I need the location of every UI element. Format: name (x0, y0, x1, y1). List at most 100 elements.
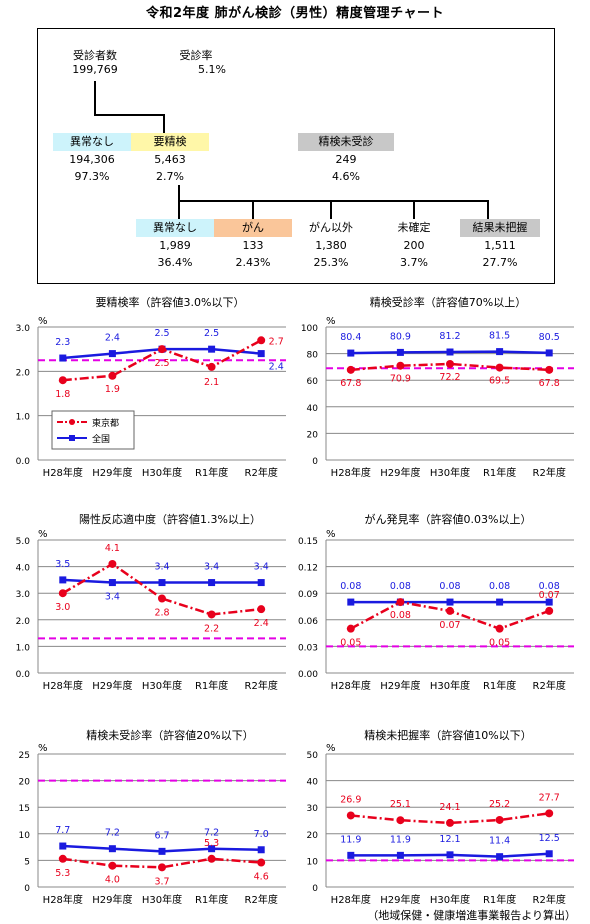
tokyo-data-label: 72.2 (439, 372, 460, 383)
tokyo-data-label: 2.5 (154, 358, 169, 369)
connector (487, 200, 489, 219)
y-tick-label: 1.0 (16, 643, 31, 653)
connector (178, 200, 488, 202)
x-tick-label: R2年度 (533, 893, 566, 906)
tokyo-data-label: 4.6 (254, 872, 269, 883)
y-tick-label: 0 (24, 884, 30, 894)
y-tick-label: 80 (307, 351, 319, 361)
noncancer-values: 1,380 25.3% (292, 239, 370, 270)
national-data-label: 3.4 (154, 562, 169, 573)
tokyo-marker (545, 606, 554, 615)
national-data-label: 80.4 (340, 332, 361, 343)
national-data-label: 0.08 (340, 581, 361, 592)
x-tick-label: H28年度 (331, 893, 371, 906)
tokyo-marker (495, 363, 504, 372)
national-marker (446, 348, 454, 356)
tokyo-marker (446, 606, 454, 615)
national-marker (208, 845, 216, 853)
national-marker (208, 345, 216, 353)
y-tick-label: 100 (301, 324, 318, 334)
tokyo-marker (207, 362, 216, 371)
tokyo-data-label: 5.3 (55, 868, 70, 879)
national-marker (347, 598, 355, 606)
national-data-label: 3.4 (254, 562, 269, 573)
tokyo-marker (58, 376, 67, 385)
x-tick-label: R2年度 (245, 893, 278, 906)
tokyo-marker (396, 361, 405, 370)
national-marker (108, 350, 116, 358)
national-marker (158, 579, 166, 587)
x-tick-label: H30年度 (142, 893, 182, 906)
national-marker (257, 846, 265, 854)
connector (252, 200, 254, 219)
y-tick-label: 0.09 (298, 590, 318, 600)
x-tick-label: R1年度 (483, 893, 516, 906)
cancer-values: 133 2.43% (214, 239, 292, 270)
cancer-value: 133 (242, 239, 264, 252)
needs-value: 5,463 (154, 153, 186, 166)
y-tick-label: 0.12 (298, 564, 318, 574)
source-note: （地域保健・健康増進事業報告より算出） (367, 909, 576, 922)
undetermined-value: 200 (403, 239, 425, 252)
tokyo-data-label: 70.9 (390, 374, 411, 385)
national-data-label: 11.9 (390, 834, 411, 845)
x-tick-label: R2年度 (533, 466, 566, 479)
x-tick-label: H28年度 (331, 679, 371, 692)
chart-title: 精検未受診率（許容値20%以下） (86, 729, 254, 742)
x-tick-label: H30年度 (430, 893, 470, 906)
normal1-value: 194,306 (69, 153, 115, 166)
y-tick-label: 0.03 (298, 643, 318, 653)
y-tick-label: 0.0 (16, 670, 31, 680)
tokyo-marker (158, 594, 166, 603)
tokyo-marker (158, 863, 166, 872)
national-marker (108, 845, 116, 853)
tokyo-marker (495, 624, 504, 633)
x-tick-label: H29年度 (92, 466, 132, 479)
x-tick-label: H29年度 (92, 893, 132, 906)
national-data-label: 7.2 (204, 828, 219, 839)
x-tick-label: H30年度 (430, 679, 470, 692)
normal1-values: 194,306 97.3% (53, 153, 131, 184)
connector (163, 114, 165, 133)
x-tick-label: H29年度 (380, 466, 420, 479)
y-tick-label: 5.0 (16, 537, 31, 547)
needs-box: 要精検 (131, 133, 209, 151)
y-tick-label: 3.0 (16, 590, 31, 600)
national-marker (59, 842, 67, 850)
national-marker (59, 576, 67, 584)
unit-label: % (326, 529, 336, 540)
national-data-label: 12.1 (439, 834, 460, 845)
legend-national-label: 全国 (92, 433, 110, 445)
national-marker (396, 348, 404, 356)
tokyo-marker (257, 336, 266, 345)
y-tick-label: 40 (307, 404, 319, 414)
x-tick-label: R1年度 (483, 679, 516, 692)
needs-values: 5,463 2.7% (131, 153, 209, 184)
chart-title: 要精検率（許容値3.0%以下） (95, 296, 245, 309)
national-data-label: 7.2 (105, 828, 120, 839)
tokyo-data-label: 67.8 (340, 378, 361, 389)
unexamined-box: 精検未受診 (298, 133, 394, 151)
chart-title: 精検未把握率（許容値10%以下） (364, 729, 532, 742)
national-data-label: 6.7 (154, 830, 169, 841)
y-tick-label: 30 (307, 804, 319, 814)
legend-tokyo-label: 東京都 (92, 417, 119, 429)
national-marker (257, 579, 265, 587)
noncancer-value: 1,380 (315, 239, 347, 252)
tokyo-marker (346, 624, 355, 633)
tokyo-data-label: 0.05 (340, 638, 361, 649)
connector (94, 114, 164, 116)
tokyo-data-label: 1.9 (105, 384, 120, 395)
tokyo-data-label: 0.08 (390, 610, 411, 621)
tokyo-data-label: 5.3 (204, 838, 219, 849)
tokyo-marker (108, 371, 117, 380)
connector (94, 81, 96, 115)
tokyo-marker (446, 818, 454, 827)
cancer-pct: 2.43% (235, 256, 271, 269)
tokyo-data-label: 2.8 (154, 608, 169, 619)
y-tick-label: 20 (307, 430, 319, 440)
national-data-label: 81.2 (439, 331, 460, 342)
y-tick-label: 60 (307, 377, 319, 387)
tokyo-data-label: 2.1 (204, 377, 219, 388)
tokyo-data-label: 3.7 (154, 876, 169, 887)
